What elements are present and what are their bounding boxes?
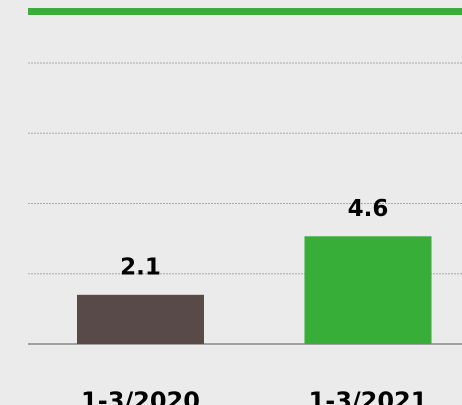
value-label: 2.1 xyxy=(120,254,161,280)
bar xyxy=(304,236,432,344)
x-tick-label: 1-3/2021 xyxy=(309,387,428,405)
top-stripe xyxy=(28,8,462,15)
value-label: 4.6 xyxy=(348,196,389,222)
x-tick-label: 1-3/2020 xyxy=(81,387,200,405)
bar xyxy=(77,294,204,344)
